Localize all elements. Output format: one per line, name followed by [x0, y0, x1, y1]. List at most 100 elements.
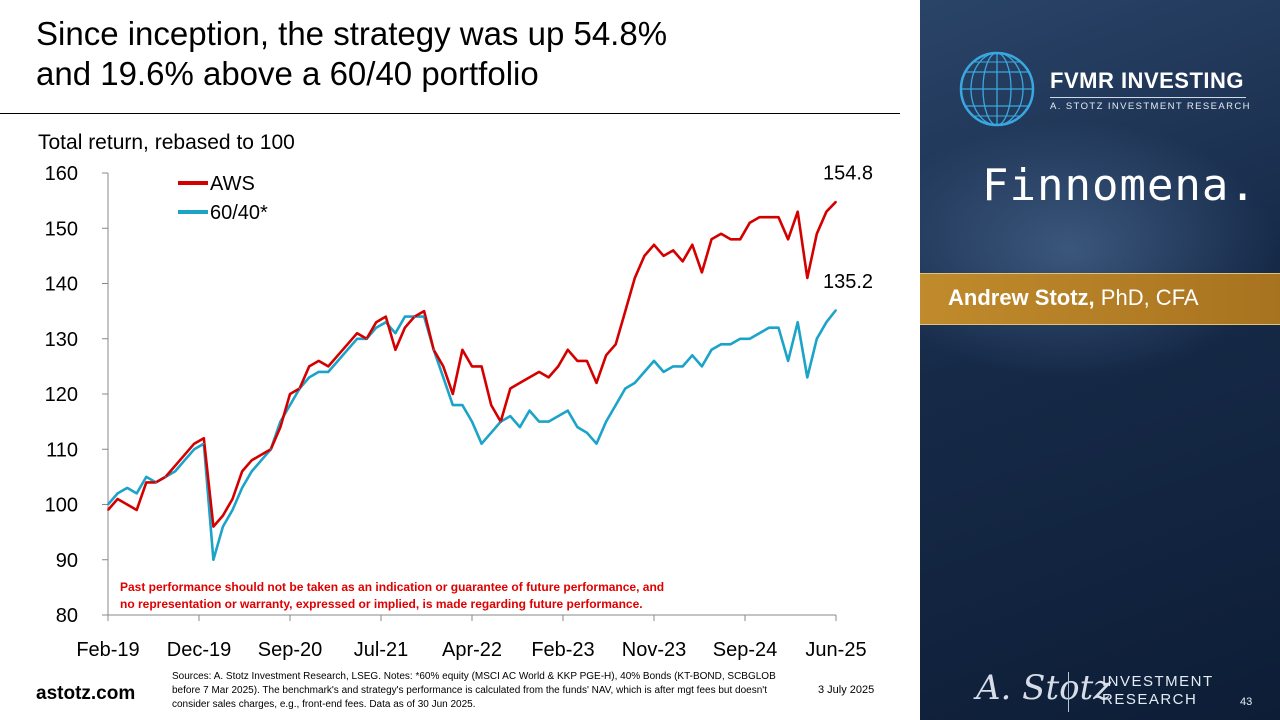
- data-point: [490, 431, 492, 434]
- end-value-label: 154.8: [823, 163, 873, 185]
- data-point: [586, 431, 588, 434]
- data-point: [586, 360, 588, 362]
- data-point: [308, 365, 310, 368]
- x-tick-label: Sep-20: [258, 639, 323, 661]
- data-point: [538, 420, 540, 423]
- data-point: [748, 337, 751, 340]
- data-point: [499, 420, 502, 423]
- data-point: [643, 255, 646, 257]
- data-point: [384, 315, 387, 318]
- data-point: [796, 321, 799, 323]
- data-point: [241, 487, 243, 489]
- sources-note: Sources: A. Stotz Investment Research, L…: [172, 671, 776, 710]
- x-tick-label: Apr-22: [442, 639, 502, 661]
- data-point: [337, 360, 339, 362]
- data-point: [701, 271, 703, 274]
- data-point: [528, 376, 531, 379]
- data-point: [557, 415, 560, 417]
- legend-label: AWS: [210, 173, 255, 195]
- data-point: [423, 315, 425, 318]
- data-point: [710, 238, 713, 241]
- y-tick-label: 130: [45, 329, 78, 351]
- data-point: [155, 481, 157, 484]
- data-point: [825, 321, 828, 323]
- data-point: [471, 420, 473, 423]
- y-tick-label: 120: [45, 384, 78, 406]
- partner-logo: Finnomena.: [982, 160, 1257, 211]
- data-point: [720, 343, 722, 346]
- data-point: [260, 453, 263, 456]
- data-point: [135, 509, 138, 511]
- data-point: [576, 360, 579, 362]
- data-point: [404, 315, 406, 318]
- data-point: [346, 349, 349, 351]
- data-point: [193, 442, 196, 445]
- data-point: [442, 376, 445, 379]
- slide-date: 3 July 2025: [818, 684, 875, 696]
- website-link[interactable]: astotz.com: [36, 683, 136, 704]
- data-point: [442, 365, 445, 368]
- data-point: [595, 382, 598, 384]
- data-point: [806, 376, 809, 379]
- data-point: [222, 514, 224, 517]
- data-point: [614, 404, 617, 406]
- data-point: [279, 426, 282, 428]
- y-tick-label: 150: [45, 218, 78, 240]
- slide-title: Since inception, the strategy was up 54.…: [36, 14, 896, 94]
- y-tick-label: 80: [56, 605, 78, 627]
- data-point: [643, 371, 646, 373]
- data-point: [614, 343, 617, 346]
- author-banner: Andrew Stotz, PhD, CFA: [920, 273, 1280, 325]
- data-point: [212, 525, 215, 528]
- data-point: [758, 332, 761, 335]
- data-point: [768, 216, 770, 218]
- data-point: [653, 244, 655, 246]
- data-point: [107, 503, 109, 506]
- data-point: [461, 404, 464, 406]
- data-point: [413, 315, 416, 318]
- data-point: [528, 409, 531, 412]
- data-point: [519, 426, 521, 428]
- data-point: [605, 420, 607, 423]
- data-point: [557, 365, 560, 368]
- data-point: [566, 349, 569, 351]
- data-point: [634, 382, 636, 384]
- data-point: [835, 309, 837, 311]
- y-tick-label: 140: [45, 274, 78, 296]
- disclaimer-line1: Past performance should not be taken as …: [120, 580, 664, 594]
- data-point: [471, 365, 473, 368]
- data-point: [729, 238, 732, 241]
- data-point: [394, 349, 397, 351]
- data-point: [404, 326, 406, 329]
- data-point: [145, 476, 148, 478]
- data-point: [624, 387, 627, 390]
- data-point: [452, 404, 454, 406]
- data-point: [423, 310, 425, 312]
- sidebar-panel: FVMR INVESTING A. STOTZ INVESTMENT RESEA…: [920, 0, 1280, 720]
- data-point: [356, 337, 358, 340]
- end-value-label: 135.2: [823, 271, 873, 293]
- data-point: [701, 365, 703, 368]
- data-point: [231, 509, 234, 511]
- data-point: [164, 476, 167, 478]
- data-point: [327, 371, 330, 373]
- data-point: [212, 558, 215, 561]
- signature-logo: A. Stotz: [976, 668, 1112, 708]
- chart-title: Total return, rebased to 100: [38, 131, 295, 154]
- data-point: [835, 200, 837, 203]
- data-point: [432, 349, 435, 351]
- data-point: [279, 420, 282, 423]
- data-point: [787, 360, 789, 362]
- x-tick-label: Feb-19: [76, 639, 139, 661]
- data-point: [222, 525, 224, 528]
- data-point: [126, 487, 128, 489]
- data-point: [538, 371, 540, 373]
- data-point: [806, 277, 809, 279]
- x-tick-label: Dec-19: [167, 639, 231, 661]
- data-point: [289, 393, 291, 395]
- data-point: [270, 448, 272, 451]
- y-tick-label: 90: [56, 550, 78, 572]
- series-line: [107, 200, 837, 528]
- data-point: [720, 232, 722, 235]
- data-point: [758, 216, 761, 218]
